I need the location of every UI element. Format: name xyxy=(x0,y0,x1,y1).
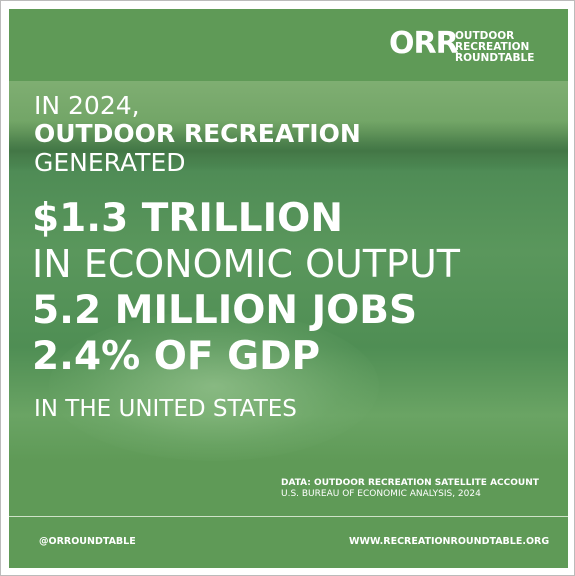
background-photo xyxy=(9,81,568,461)
headline-line: IN THE UNITED STATES xyxy=(34,396,297,422)
source-detail: U.S. BUREAU OF ECONOMIC ANALYSIS, 2024 xyxy=(281,489,481,499)
source-title: DATA: OUTDOOR RECREATION SATELLITE ACCOU… xyxy=(281,478,539,488)
website: WWW.RECREATIONROUNDTABLE.ORG xyxy=(349,536,550,547)
headline-line: GENERATED xyxy=(34,148,186,177)
stat-line: 2.4% OF GDP xyxy=(32,334,321,379)
headline-line: IN 2024, xyxy=(34,91,140,120)
social-handle: @ORROUNDTABLE xyxy=(39,536,136,547)
stat-line: IN ECONOMIC OUTPUT xyxy=(32,242,460,286)
logo-text: RECREATION xyxy=(455,41,530,53)
headline-line: OUTDOOR RECREATION xyxy=(34,119,361,148)
logo-text: OUTDOOR xyxy=(455,30,515,42)
shoreline xyxy=(9,121,568,171)
panel: ORR OUTDOOR RECREATION ROUNDTABLE IN 202… xyxy=(9,9,568,568)
stat-line: 5.2 MILLION JOBS xyxy=(32,288,418,333)
logo-text: ROUNDTABLE xyxy=(455,52,535,64)
divider xyxy=(9,516,568,517)
boat-wake xyxy=(49,311,379,461)
stat-line: $1.3 TRILLION xyxy=(32,196,343,241)
logo-mark: ORR xyxy=(389,26,459,61)
